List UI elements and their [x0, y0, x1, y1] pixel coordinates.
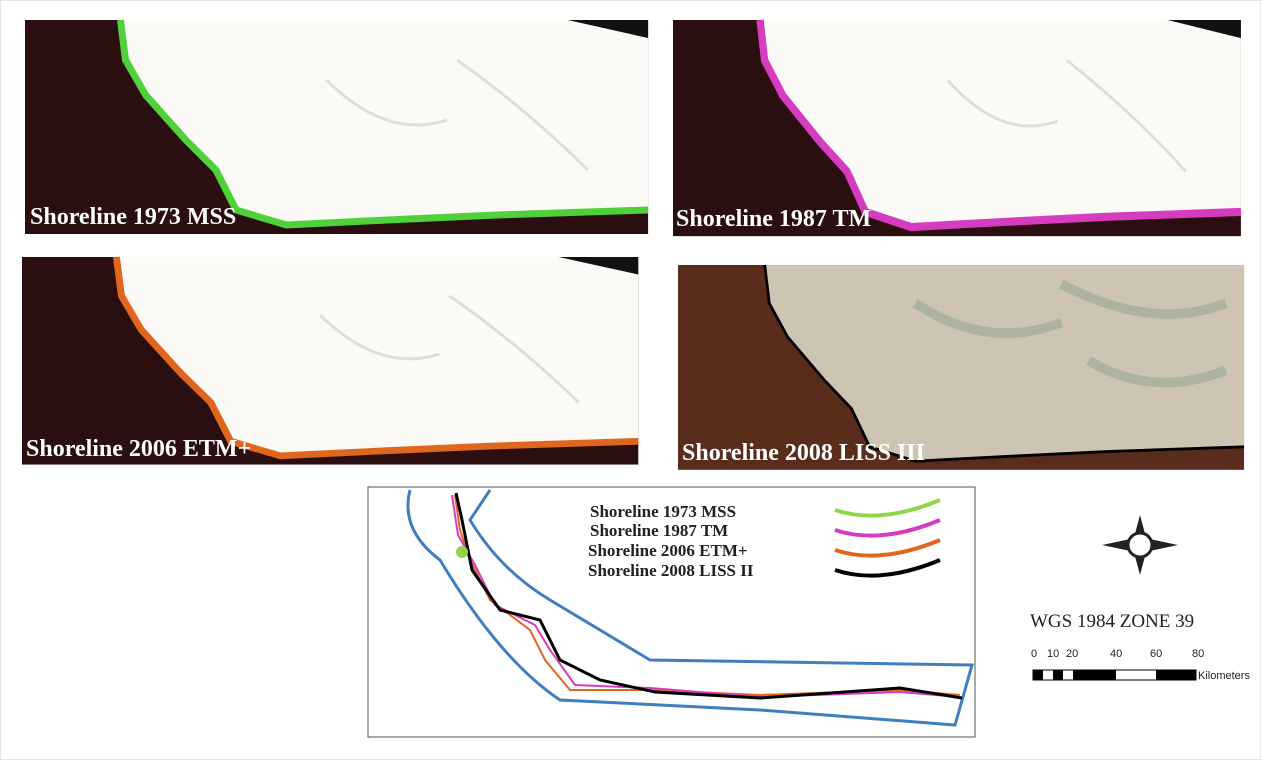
- scale-tick: 40: [1110, 648, 1122, 660]
- north-arrow: [1102, 515, 1178, 575]
- scale-tick: 0: [1031, 648, 1037, 660]
- map-panel: [25, 20, 648, 234]
- scale-tick: 80: [1192, 648, 1204, 660]
- projection-label: WGS 1984 ZONE 39: [1030, 611, 1194, 632]
- map-panel: [673, 20, 1241, 237]
- panel-label: Shoreline 2006 ETM+: [26, 436, 251, 462]
- legend-label: Shoreline 1987 TM: [590, 521, 728, 540]
- legend-label: Shoreline 1973 MSS: [590, 502, 736, 521]
- legend: Shoreline 1973 MSS Shoreline 1987 TM Sho…: [588, 498, 941, 580]
- map-panel: [678, 263, 1246, 470]
- panel-label: Shoreline 1973 MSS: [30, 204, 236, 230]
- legend-label: Shoreline 2006 ETM+: [588, 541, 748, 560]
- scale-unit: Kilometers: [1198, 670, 1250, 682]
- scale-tick: 10: [1047, 648, 1059, 660]
- scale-tick: 60: [1150, 648, 1162, 660]
- map-panel: [22, 257, 638, 465]
- panel-label: Shoreline 2008 LISS III: [682, 440, 925, 466]
- legend-label: Shoreline 2008 LISS II: [588, 561, 754, 580]
- overview-map: [367, 486, 976, 738]
- panel-label: Shoreline 1987 TM: [676, 206, 871, 232]
- scale-tick: 20: [1066, 648, 1078, 660]
- scale-bar: 0 10 20 40 60 80 Kilometers: [1031, 648, 1250, 682]
